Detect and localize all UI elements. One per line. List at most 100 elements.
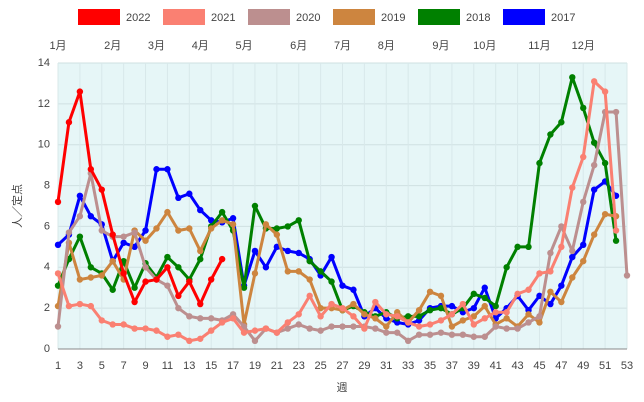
data-point [197,335,204,342]
data-point [383,329,390,336]
x-tick-label: 41 [490,360,502,372]
data-point [350,286,357,293]
data-point [284,268,291,275]
data-point [569,247,576,255]
month-label: 1月 [49,40,66,52]
data-point [284,223,291,230]
x-axis-title: 週 [337,381,348,394]
data-point [207,225,215,232]
x-tick-label: 25 [314,360,326,372]
data-point [394,329,401,336]
data-point [470,290,478,298]
data-point [175,194,182,202]
data-point [361,311,368,318]
data-point [153,225,160,232]
data-point [536,292,543,300]
x-tick-label: 31 [380,360,392,372]
data-point [372,325,379,332]
data-point [415,331,423,338]
data-point [229,315,237,322]
data-point [525,243,532,251]
data-point [437,317,445,324]
x-tick-label: 37 [446,360,458,372]
data-point [229,221,237,228]
data-point [569,274,576,281]
data-point [448,331,456,338]
series-line [56,75,618,320]
data-point [120,239,127,246]
data-point [481,302,488,310]
data-point [492,302,499,310]
data-point [481,333,488,340]
x-tick-label: 11 [162,360,173,372]
data-point [65,302,73,310]
data-point [98,317,105,324]
data-point [295,217,302,224]
data-point [240,284,248,291]
data-point [590,78,598,85]
data-point [131,298,138,306]
data-point [590,186,598,193]
month-label: 3月 [148,40,165,52]
data-point [470,313,478,320]
series-line [56,167,618,326]
data-point [426,288,434,295]
data-point [76,213,84,220]
data-point [186,313,193,320]
data-point [306,276,313,283]
data-point [350,313,357,320]
data-point [514,290,521,298]
x-tick-label: 47 [555,360,567,372]
data-point [197,255,204,263]
month-label: 9月 [432,40,449,52]
data-point [317,304,324,312]
data-point [76,88,84,95]
legend-swatch [503,9,545,25]
x-tick-label: 5 [99,360,105,372]
data-point [580,241,587,249]
data-point [328,300,335,308]
data-point [284,247,291,255]
month-label: 2月 [104,40,121,52]
x-tick-label: 1 [55,360,61,372]
data-point [273,329,281,336]
data-point [612,237,620,244]
data-point [218,319,226,326]
data-point [601,210,609,218]
data-point [426,321,434,328]
data-point [394,313,401,320]
data-point [54,241,62,249]
data-point [153,327,160,334]
data-point [612,108,620,116]
x-tick-label: 19 [249,360,261,372]
data-point [328,253,335,261]
data-point [175,264,182,271]
data-point [437,329,445,336]
data-point [186,337,193,345]
legend-label: 2018 [466,12,490,24]
legend-label: 2020 [296,12,320,24]
data-point [197,247,204,255]
legend-swatch [418,9,460,25]
data-point [459,331,467,338]
data-point [284,325,291,332]
data-point [262,221,270,228]
y-tick-label: 10 [38,139,50,151]
data-point [109,257,116,265]
x-tick-label: 3 [77,360,83,372]
data-point [437,292,445,300]
data-point [503,315,510,322]
data-point [273,231,281,238]
data-point [448,311,456,318]
data-point [87,302,95,310]
data-point [547,249,554,257]
data-point [164,253,171,261]
data-point [372,315,379,322]
data-point [87,166,95,173]
data-point [142,278,149,285]
data-point [54,270,62,277]
data-point [306,292,313,300]
y-tick-label: 12 [38,98,50,110]
data-point [339,282,346,289]
data-point [569,74,576,81]
